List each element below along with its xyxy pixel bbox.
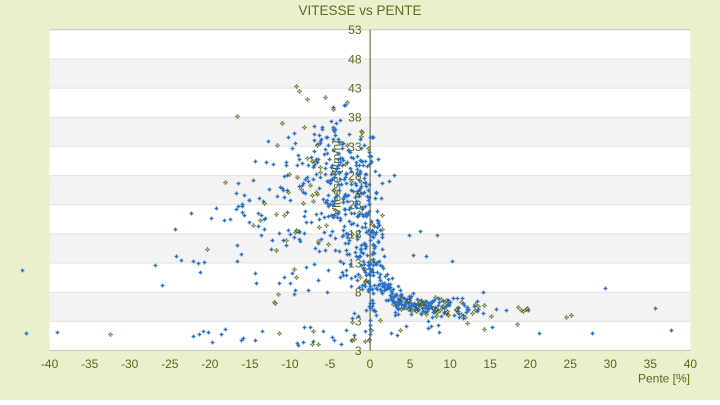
svg-text:33: 33 — [348, 140, 362, 154]
svg-text:-5: -5 — [325, 357, 336, 371]
svg-text:3: 3 — [355, 315, 362, 329]
svg-text:15: 15 — [483, 357, 497, 371]
svg-text:Pente [%]: Pente [%] — [638, 372, 690, 386]
svg-text:38: 38 — [348, 111, 362, 125]
svg-text:53: 53 — [348, 23, 362, 37]
svg-text:-20: -20 — [201, 357, 219, 371]
svg-text:VITESSE vs PENTE: VITESSE vs PENTE — [298, 3, 421, 18]
svg-text:5: 5 — [407, 357, 414, 371]
svg-text:35: 35 — [644, 357, 658, 371]
svg-text:30: 30 — [604, 357, 618, 371]
svg-text:-10: -10 — [281, 357, 299, 371]
svg-text:10: 10 — [443, 357, 457, 371]
svg-text:-25: -25 — [161, 357, 179, 371]
svg-text:-35: -35 — [81, 357, 99, 371]
svg-text:25: 25 — [564, 357, 578, 371]
svg-text:20: 20 — [524, 357, 538, 371]
svg-text:43: 43 — [348, 82, 362, 96]
svg-text:-15: -15 — [241, 357, 259, 371]
svg-text:48: 48 — [348, 52, 362, 66]
svg-text:13: 13 — [348, 256, 362, 270]
svg-text:0: 0 — [367, 357, 374, 371]
svg-text:-40: -40 — [41, 357, 59, 371]
svg-text:-30: -30 — [121, 357, 139, 371]
svg-text:3: 3 — [355, 344, 362, 358]
svg-text:8: 8 — [355, 286, 362, 300]
svg-text:40: 40 — [684, 357, 698, 371]
